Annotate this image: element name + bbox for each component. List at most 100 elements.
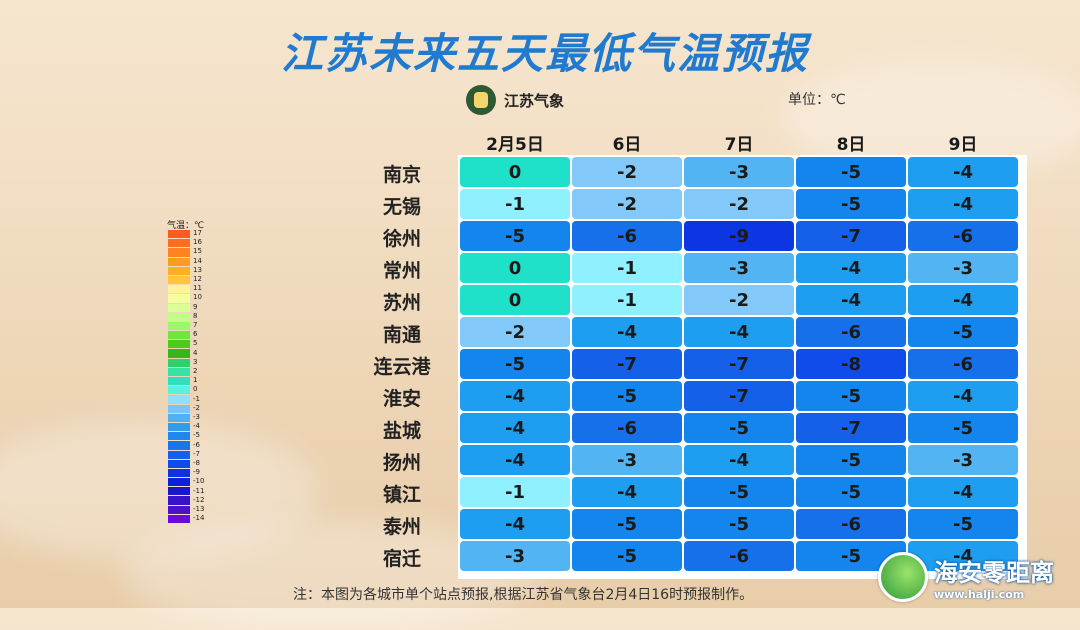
row-header-city: 扬州 [382, 452, 421, 474]
legend-swatch [168, 432, 190, 441]
temperature-cell: -6 [908, 349, 1018, 379]
legend-swatch [168, 266, 190, 275]
legend-label: -2 [193, 403, 200, 412]
legend-label: -10 [193, 477, 205, 486]
legend-swatch [168, 478, 190, 487]
row-header-city: 无锡 [382, 196, 421, 218]
legend-label: 3 [193, 357, 198, 366]
temperature-cell: -4 [796, 285, 906, 315]
footnote: 注：本图为各城市单个站点预报,根据江苏省气象台2月4日16时预报制作。 [293, 587, 754, 603]
temperature-cell: -4 [908, 477, 1018, 507]
legend-swatch [168, 505, 190, 514]
temperature-cell: -2 [572, 157, 682, 187]
temperature-cell: -5 [908, 413, 1018, 443]
legend-swatch [168, 441, 190, 450]
temperature-cell: -6 [908, 221, 1018, 251]
legend-swatch [168, 459, 190, 468]
legend-label: 7 [193, 321, 198, 329]
weather-bureau-logo-icon [466, 85, 496, 115]
temperature-cell: -2 [684, 189, 794, 219]
legend-swatch [168, 285, 190, 294]
legend-label: 13 [193, 265, 202, 274]
legend-label: 10 [193, 293, 202, 302]
legend-swatch [168, 275, 190, 285]
legend-swatch [168, 496, 190, 505]
legend-swatch [168, 257, 190, 266]
temperature-cell: -5 [796, 381, 906, 411]
legend-label: -6 [193, 440, 200, 449]
page-title: 江苏未来五天最低气温预报 [280, 29, 809, 78]
legend-label: 16 [193, 238, 202, 247]
legend-label: -7 [193, 449, 200, 458]
row-header-city: 南通 [382, 324, 421, 346]
temperature-cell: -2 [572, 189, 682, 219]
legend-swatch [168, 487, 190, 496]
temperature-cell: -7 [572, 349, 682, 379]
temperature-cell: -5 [684, 477, 794, 507]
temperature-cell: 0 [460, 285, 570, 315]
legend-swatch [168, 312, 190, 321]
temperature-cell: -5 [908, 317, 1018, 347]
legend-label: 15 [193, 247, 202, 256]
logo-text: 江苏气象 [504, 91, 565, 110]
column-header: 7日 [724, 135, 754, 155]
legend-swatch [168, 349, 190, 358]
temperature-cell: -6 [796, 317, 906, 347]
legend-label: -14 [193, 514, 205, 523]
legend-swatch [168, 450, 190, 459]
column-header: 8日 [836, 135, 866, 155]
temperature-cell: -3 [684, 253, 794, 283]
legend-label: 12 [193, 275, 202, 283]
temperature-cell: -4 [908, 541, 1018, 571]
temperature-cell: -4 [908, 189, 1018, 219]
temperature-cell: -6 [684, 541, 794, 571]
column-header: 9日 [948, 135, 978, 155]
watermark-url: www.halji.com [934, 588, 1025, 601]
legend-swatch [168, 386, 190, 395]
temperature-cell: -4 [572, 317, 682, 347]
legend-label: -8 [193, 459, 200, 467]
temperature-cell: -4 [908, 381, 1018, 411]
legend-swatch [168, 321, 190, 331]
temperature-cell: -3 [908, 253, 1018, 283]
temperature-cell: -4 [460, 445, 570, 475]
watermark: 海安零距离 www.halji.com [878, 552, 1054, 602]
row-header-city: 镇江 [382, 484, 421, 506]
temperature-cell: -3 [460, 541, 570, 571]
legend-label: 9 [193, 302, 198, 311]
legend-label: 2 [193, 367, 198, 375]
temperature-cell: -5 [572, 509, 682, 539]
color-legend [168, 230, 190, 524]
row-header-city: 徐州 [382, 228, 421, 250]
temperature-cell: -7 [684, 349, 794, 379]
legend-label: 6 [193, 330, 198, 339]
temperature-cell: -4 [572, 477, 682, 507]
temperature-cell: -5 [796, 477, 906, 507]
legend-swatch [168, 358, 190, 367]
legend-label: 4 [193, 348, 198, 357]
temperature-cell: -6 [796, 509, 906, 539]
temperature-cell: -1 [572, 285, 682, 315]
legend-swatch [168, 422, 190, 432]
temperature-cell: -4 [796, 253, 906, 283]
temperature-cell: -2 [460, 317, 570, 347]
temperature-cell: -7 [684, 381, 794, 411]
row-header-city: 淮安 [382, 388, 421, 410]
legend-label: -11 [193, 486, 205, 495]
temperature-cell: -4 [684, 317, 794, 347]
temperature-cell: -6 [572, 221, 682, 251]
temperature-cell: -1 [460, 189, 570, 219]
legend-swatch [168, 303, 190, 312]
temperature-cell: -4 [460, 381, 570, 411]
temperature-cell: -5 [684, 509, 794, 539]
temperature-cell: 0 [460, 157, 570, 187]
legend-swatch [168, 294, 190, 303]
legend-label: -9 [193, 468, 200, 477]
legend-swatch [168, 230, 190, 239]
temperature-cell: -5 [460, 349, 570, 379]
temperature-cell: -5 [572, 381, 682, 411]
legend-title: 气温：℃ [167, 221, 205, 231]
legend-label: -4 [193, 422, 200, 431]
legend-swatch [168, 395, 190, 404]
temperature-cell: -1 [572, 253, 682, 283]
